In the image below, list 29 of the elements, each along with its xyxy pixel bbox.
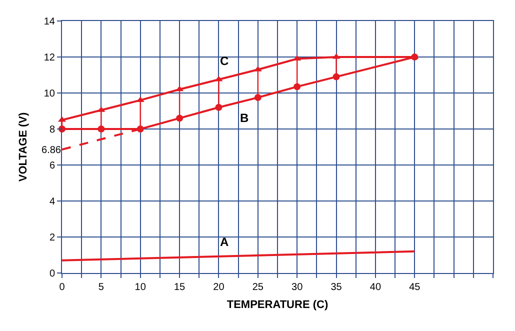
point (136, 126, 144, 132)
x-tick-label: 25 (252, 282, 264, 293)
point (98, 126, 105, 132)
y-tick-label: 14 (44, 16, 56, 28)
y-tick-label: 6.86 (42, 145, 62, 156)
point (294, 83, 301, 90)
x-tick-label: 20 (213, 282, 225, 293)
x-tick-label: 45 (409, 282, 421, 293)
series-label: B (240, 111, 249, 125)
y-tick-label: 8 (49, 124, 56, 136)
y-tick-label: 12 (44, 52, 56, 64)
y-tick-label: 10 (44, 88, 56, 100)
y-tick-label: 2 (49, 232, 56, 244)
x-tick-label: 40 (370, 282, 382, 293)
x-tick-label: 10 (134, 282, 146, 293)
x-tick-label: 5 (98, 282, 104, 293)
x-tick-label: 15 (174, 282, 186, 293)
y-tick-label: 0 (49, 268, 56, 280)
point (176, 114, 184, 122)
x-tick-label: 0 (59, 282, 66, 293)
y-tick-label: 6 (49, 160, 56, 172)
series-label: A (220, 235, 229, 249)
series-label: C (220, 54, 229, 68)
x-tick-label: 30 (292, 282, 304, 293)
x-tick-label: 35 (330, 282, 342, 293)
x-axis-title: TEMPERATURE (C) (226, 299, 328, 312)
y-axis-title: VOLTAGE (V) (18, 112, 30, 182)
y-tick-label: 4 (49, 196, 56, 208)
point (254, 94, 262, 101)
